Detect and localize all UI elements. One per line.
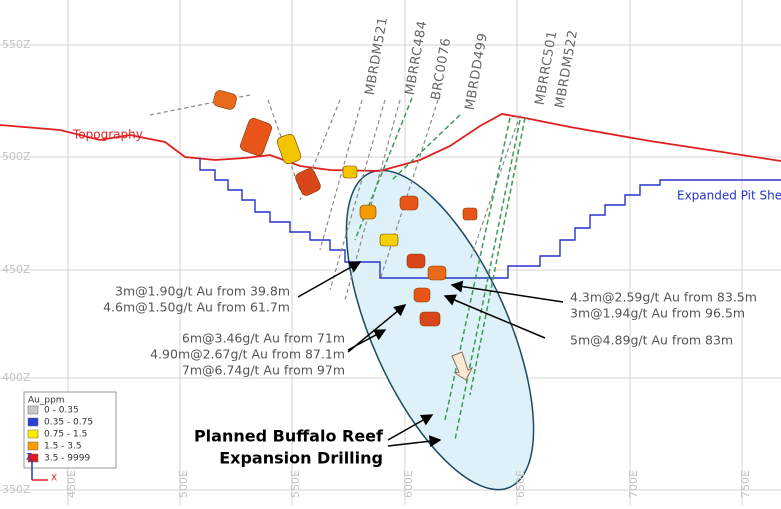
easting-label: 750E — [739, 470, 752, 498]
intercepts — [213, 90, 478, 327]
hole-label: MBRDD499 — [463, 32, 491, 111]
easting-label: 650E — [514, 470, 527, 498]
easting-label: 600E — [402, 470, 415, 498]
legend-swatch — [27, 429, 39, 439]
legend-label: 3.5 - 9999 — [44, 454, 90, 464]
axis-labels: 550Z 500Z 450Z 400Z 350Z 450E 500E 550E 600E 650E… — [2, 38, 752, 498]
hole-label: BRC0076 — [429, 37, 455, 102]
direction-arrow — [451, 351, 474, 381]
legend-label: 0.75 - 1.5 — [44, 430, 87, 440]
axis-z: Z — [26, 453, 32, 463]
hole-label: MBRDM521 — [363, 16, 392, 97]
intercept-note: 3m@1.94g/t Au from 96.5m — [570, 306, 745, 321]
legend-title: Au_ppm — [28, 396, 65, 406]
hole-label: MBRRC484 — [403, 19, 431, 96]
legend-swatch — [27, 441, 39, 451]
pit-shell-label: Expanded Pit Shell — [677, 189, 781, 203]
labels: Topography Expanded Pit Shell — [72, 128, 781, 203]
legend-swatch — [27, 453, 39, 463]
planned-note: Expansion Drilling — [219, 449, 383, 468]
intercept-note: 7m@6.74g/t Au from 97m — [182, 363, 345, 378]
intercept-note: 3m@1.90g/t Au from 39.8m — [115, 284, 290, 299]
legend-label: 1.5 - 3.5 — [44, 442, 82, 452]
easting-label: 700E — [627, 470, 640, 498]
axis-icon: Z X — [26, 453, 57, 484]
topography-label: Topography — [72, 128, 143, 142]
legend-swatch — [27, 417, 39, 427]
drillholes — [149, 94, 526, 441]
elevation-label: 400Z — [2, 371, 31, 384]
legend-label: 0 - 0.35 — [44, 406, 79, 416]
legend: Au_ppm 0 - 0.35 0.35 - 0.75 0.75 - 1.5 1.5 … — [23, 391, 117, 469]
intercept-note: 4.90m@2.67g/t Au from 87.1m — [150, 347, 345, 362]
easting-label: 550E — [289, 470, 302, 498]
easting-label: 500E — [177, 470, 190, 498]
annotations: 3m@1.90g/t Au from 39.8m4.6m@1.50g/t Au … — [103, 284, 757, 468]
legend-label: 0.35 - 0.75 — [44, 418, 93, 428]
callout-arrows — [297, 261, 564, 448]
elevation-label: 550Z — [2, 38, 31, 51]
intercept-note: 6m@3.46g/t Au from 71m — [182, 331, 345, 346]
intercept-note: 4.3m@2.59g/t Au from 83.5m — [570, 290, 757, 305]
legend-swatch — [27, 405, 39, 415]
easting-label: 450E — [65, 470, 78, 498]
target-zone — [345, 169, 535, 491]
planned-note: Planned Buffalo Reef — [194, 427, 384, 446]
elevation-label: 500Z — [2, 150, 31, 163]
topography-line — [0, 113, 781, 172]
intercept-note: 4.6m@1.50g/t Au from 61.7m — [103, 300, 290, 315]
axis-x: X — [51, 474, 57, 484]
elevation-label: 450Z — [2, 263, 31, 276]
intercept-note: 5m@4.89g/t Au from 83m — [570, 333, 733, 348]
pit-shell-line — [199, 158, 781, 279]
elevation-label: 350Z — [2, 483, 31, 496]
